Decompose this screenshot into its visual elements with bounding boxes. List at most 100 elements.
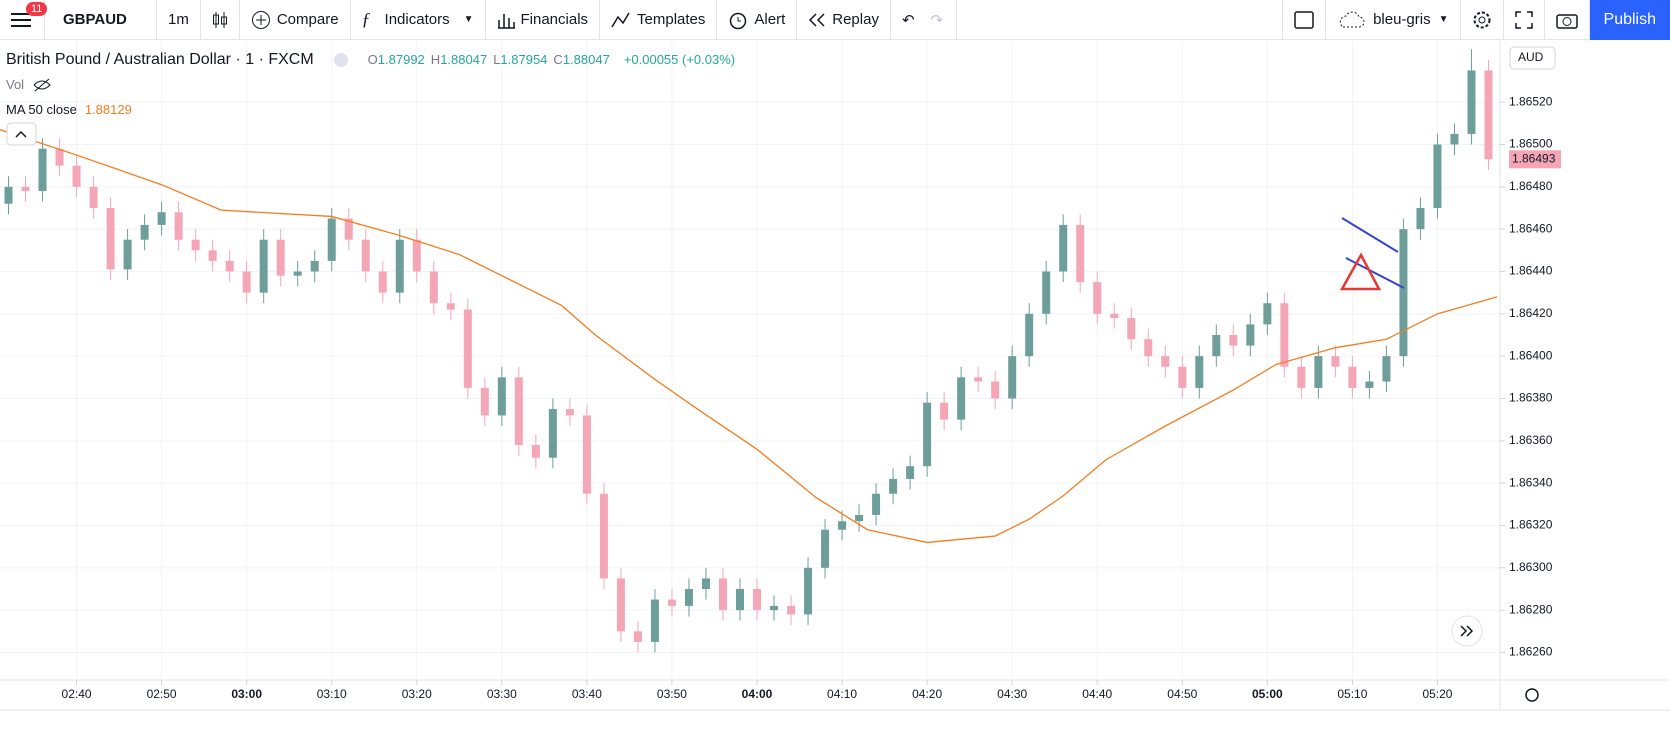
legend-ma: MA 50 close 1.88129 — [6, 97, 735, 122]
candle-body — [174, 212, 183, 240]
candle-body — [838, 521, 847, 530]
candle-body — [582, 415, 591, 494]
candle-body — [327, 218, 336, 261]
candle-body — [38, 148, 47, 192]
candle-body — [259, 239, 268, 293]
hidden-icon[interactable] — [32, 77, 52, 93]
candle-body — [531, 445, 540, 458]
candle-body — [21, 186, 30, 192]
candle-body — [1246, 324, 1255, 346]
x-tick-label: 04:40 — [1082, 687, 1112, 701]
candle-body — [1161, 356, 1170, 367]
toolbar: 11 GBPAUD 1m Compare ƒ Indicators ▼ Financ… — [0, 0, 1670, 40]
indicators[interactable]: ƒ Indicators ▼ — [351, 0, 486, 40]
candle-body — [140, 224, 149, 240]
badge: 11 — [26, 1, 48, 16]
compare-label: Compare — [276, 11, 339, 28]
chart-type[interactable] — [201, 0, 240, 40]
candle-body — [889, 478, 898, 494]
candle-body — [1484, 70, 1493, 160]
publish-button[interactable]: Publish — [1589, 0, 1670, 40]
candle-body — [548, 409, 557, 458]
candle-body — [1399, 229, 1408, 357]
plot — [0, 41, 1500, 680]
undo-redo[interactable]: ↶ ↷ — [891, 0, 957, 40]
candle-body — [1144, 339, 1153, 357]
x-tick-label: 03:50 — [657, 687, 687, 701]
settings-icon[interactable] — [1525, 688, 1539, 702]
candle-body — [89, 186, 98, 208]
candle-body — [1416, 207, 1425, 230]
x-tick-label: 02:40 — [62, 687, 92, 701]
candle-body — [1195, 356, 1204, 388]
ohlc-key: H — [430, 52, 441, 67]
cloud-icon — [1339, 11, 1365, 27]
alert[interactable]: Alert — [717, 0, 798, 40]
indicators-label: Indicators — [384, 11, 450, 28]
candle-body — [55, 148, 64, 166]
interval[interactable]: 1m — [157, 0, 201, 40]
undo-icon[interactable]: ↶ — [901, 11, 915, 29]
x-tick-label: 05:10 — [1337, 687, 1367, 701]
replay-label: Replay — [832, 11, 879, 28]
candle-body — [514, 377, 523, 446]
replay[interactable]: Replay — [797, 0, 891, 40]
y-tick-label: 1.86480 — [1509, 179, 1553, 193]
triangle-drawing — [1339, 252, 1382, 291]
candle-body — [923, 402, 932, 467]
candle-body — [753, 588, 762, 611]
candle-body — [974, 377, 983, 382]
menu[interactable]: 11 — [0, 0, 48, 40]
currency-button[interactable] — [1509, 46, 1556, 70]
dropdown-icon: ▼ — [463, 14, 474, 25]
snapshot[interactable] — [1545, 0, 1590, 40]
candle-body — [395, 239, 404, 293]
candle-body — [804, 567, 813, 615]
x-tick-label: 03:30 — [487, 687, 517, 701]
candle-body — [1178, 366, 1187, 388]
templates[interactable]: Templates — [600, 0, 718, 40]
ohlc-key: C — [553, 52, 563, 67]
compare[interactable]: Compare — [240, 0, 351, 40]
y-tick-label: 1.86380 — [1509, 391, 1553, 405]
symbol[interactable]: GBPAUD — [45, 0, 157, 40]
fullscreen[interactable] — [1504, 0, 1545, 40]
candle-body — [157, 212, 166, 225]
candle-body — [4, 186, 13, 204]
y-tick-label: 1.86300 — [1509, 560, 1553, 574]
candle-body — [310, 260, 319, 272]
candle-body — [599, 493, 608, 579]
candle-body — [957, 377, 966, 420]
layout-toggle[interactable] — [1282, 0, 1327, 40]
y-tick-label: 1.86260 — [1509, 645, 1553, 659]
x-tick-label: 04:10 — [827, 687, 857, 701]
vol-label: Vol — [6, 77, 25, 92]
candle-body — [123, 239, 132, 270]
legend-main: British Pound / Australian Dollar · 1 · … — [6, 47, 735, 72]
alarm-icon — [730, 12, 747, 29]
candle-body — [1297, 366, 1306, 388]
collapse-button[interactable] — [6, 122, 37, 146]
candle-body — [906, 466, 915, 479]
candle-body — [378, 271, 387, 293]
financials[interactable]: Financials — [486, 0, 601, 40]
candle-body — [1382, 356, 1391, 382]
settings[interactable] — [1461, 0, 1504, 40]
candle-body — [361, 239, 370, 272]
dropdown-icon: ▼ — [1438, 14, 1449, 25]
y-tick-label: 1.86360 — [1509, 433, 1553, 447]
candle-body — [463, 309, 472, 388]
candle-body — [1348, 366, 1357, 388]
layout-menu[interactable]: bleu-gris ▼ — [1326, 0, 1461, 40]
candle-body — [242, 271, 251, 293]
x-tick-label: 03:00 — [231, 687, 262, 701]
candle-body — [412, 239, 421, 272]
candle-body — [1450, 133, 1459, 145]
candle-body — [701, 578, 710, 589]
candle-body — [191, 239, 200, 251]
ohlc-key: O — [367, 52, 378, 67]
ohlc-value: 1.87954 — [500, 52, 548, 67]
candle-body — [429, 271, 438, 304]
